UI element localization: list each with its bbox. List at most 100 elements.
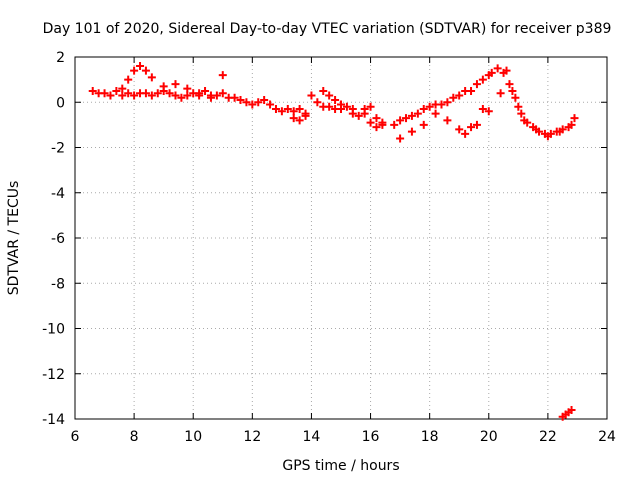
data-point	[177, 93, 186, 102]
data-point	[342, 102, 351, 111]
y-tick-label: 0	[56, 95, 65, 111]
x-tick-label: 16	[362, 429, 380, 445]
data-point	[487, 68, 496, 77]
y-tick-label: -2	[51, 141, 65, 157]
y-axis-ticks: 2 0 -2 -4 -6 -8 -10 -12 -14	[42, 50, 607, 428]
data-point	[514, 102, 523, 111]
x-tick-label: 20	[480, 429, 498, 445]
y-tick-label: -8	[51, 276, 65, 292]
x-tick-label: 8	[130, 429, 139, 445]
data-point	[360, 109, 369, 118]
data-point	[419, 105, 428, 114]
x-axis-ticks: 6 8 10 12 14 16 18 20 22 24	[71, 57, 616, 445]
data-point	[106, 91, 115, 100]
data-point	[136, 62, 145, 71]
data-point	[511, 93, 520, 102]
data-point	[141, 66, 150, 75]
data-point	[112, 86, 121, 95]
data-point	[218, 71, 227, 80]
data-point	[248, 100, 257, 109]
y-tick-label: -4	[51, 186, 65, 202]
data-point	[159, 82, 168, 91]
chart-title: Day 101 of 2020, Sidereal Day-to-day VTE…	[43, 21, 612, 37]
grid-lines	[75, 57, 607, 419]
data-point	[366, 118, 375, 127]
data-point	[431, 109, 440, 118]
data-point	[413, 109, 422, 118]
data-point	[555, 127, 564, 136]
data-point	[520, 116, 529, 125]
data-point	[171, 80, 180, 89]
data-point	[337, 100, 345, 109]
x-tick-label: 6	[71, 429, 80, 445]
x-tick-label: 12	[243, 429, 261, 445]
data-point	[455, 91, 464, 100]
data-point	[472, 80, 481, 89]
data-point	[372, 123, 381, 132]
data-point	[260, 95, 269, 104]
data-point	[183, 84, 192, 93]
data-point	[425, 102, 434, 111]
data-point	[319, 86, 328, 95]
data-point	[570, 114, 579, 123]
data-point	[118, 84, 127, 93]
data-point	[313, 98, 322, 107]
data-point	[366, 102, 375, 111]
data-point	[218, 89, 227, 98]
data-point	[301, 111, 310, 120]
data-point	[505, 80, 514, 89]
data-point	[295, 105, 304, 114]
data-point	[183, 91, 192, 100]
data-point	[289, 107, 298, 116]
data-point	[254, 98, 263, 107]
data-point	[141, 89, 150, 98]
data-point	[484, 107, 493, 116]
data-point	[478, 75, 487, 84]
data-point	[325, 91, 334, 100]
data-point	[201, 86, 210, 95]
x-tick-label: 24	[598, 429, 616, 445]
data-point	[443, 98, 452, 107]
data-point	[88, 86, 97, 95]
data-point	[419, 120, 428, 129]
data-point	[467, 123, 476, 132]
data-point	[443, 116, 452, 125]
y-axis-label: SDTVAR / TECUs	[6, 181, 22, 296]
data-point	[118, 91, 127, 100]
data-point	[467, 86, 476, 95]
data-point	[100, 89, 109, 98]
data-point	[508, 86, 517, 95]
data-point	[455, 125, 464, 134]
x-tick-label: 14	[303, 429, 321, 445]
y-tick-label: -12	[42, 367, 65, 383]
data-point	[407, 111, 416, 120]
data-point	[496, 89, 505, 98]
data-point	[567, 405, 576, 414]
data-point	[147, 91, 156, 100]
data-point	[271, 105, 280, 114]
data-point	[543, 132, 552, 141]
data-point	[295, 116, 304, 125]
data-point	[124, 75, 133, 84]
y-tick-label: -6	[51, 231, 65, 247]
data-point	[472, 120, 481, 129]
data-point	[195, 89, 204, 98]
data-point	[517, 109, 526, 118]
data-point	[354, 111, 363, 120]
y-tick-label: -14	[42, 412, 65, 428]
data-point	[372, 114, 381, 123]
data-point	[171, 91, 180, 100]
data-point	[130, 91, 139, 100]
data-point	[396, 134, 405, 143]
data-point	[277, 107, 286, 116]
y-tick-label: 2	[56, 50, 65, 66]
data-point	[331, 95, 340, 104]
data-point	[567, 120, 576, 129]
data-point	[153, 89, 162, 98]
data-point	[461, 129, 470, 138]
data-point	[348, 105, 357, 114]
data-point	[532, 125, 541, 134]
data-point	[206, 93, 215, 102]
data-point	[124, 89, 133, 98]
